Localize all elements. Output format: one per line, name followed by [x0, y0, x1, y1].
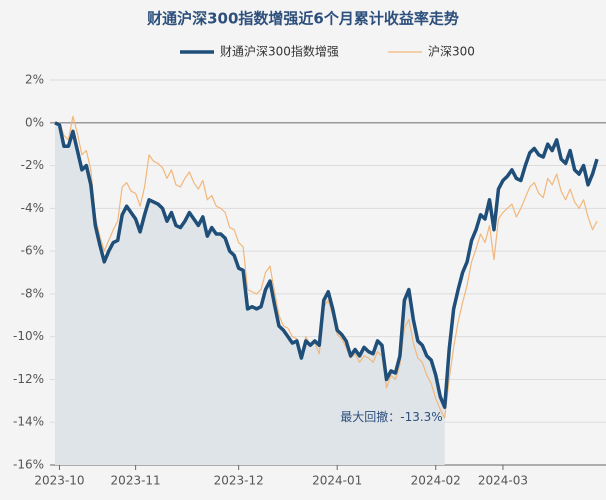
- x-tick-label: 2023-12: [214, 474, 264, 488]
- y-tick-label: -4%: [21, 201, 44, 215]
- series-line: [54, 121, 599, 409]
- x-tick-label: 2023-10: [34, 474, 84, 488]
- y-tick-label: 2%: [25, 73, 44, 87]
- y-tick-label: -6%: [21, 244, 44, 258]
- drawdown-area: [55, 122, 445, 466]
- series-line: [55, 115, 598, 419]
- x-tick-label: 2024-02: [411, 474, 461, 488]
- y-tick-label: -8%: [21, 286, 44, 300]
- legend-label: 沪深300: [428, 45, 475, 59]
- x-tick-label: 2024-01: [312, 474, 362, 488]
- y-tick-label: 0%: [25, 115, 44, 129]
- chart-title: 财通沪深300指数增强近6个月累计收益率走势: [147, 10, 459, 28]
- y-tick-label: -16%: [13, 458, 44, 472]
- y-tick-label: -10%: [13, 329, 44, 343]
- y-tick-label: -14%: [13, 415, 44, 429]
- y-tick-label: -2%: [21, 158, 44, 172]
- x-tick-label: 2024-03: [478, 474, 528, 488]
- y-tick-label: -12%: [13, 372, 44, 386]
- annotation: 最大回撤：-13.3%: [340, 409, 442, 424]
- legend-label: 财通沪深300指数增强: [220, 44, 339, 59]
- x-tick-label: 2023-11: [111, 474, 161, 488]
